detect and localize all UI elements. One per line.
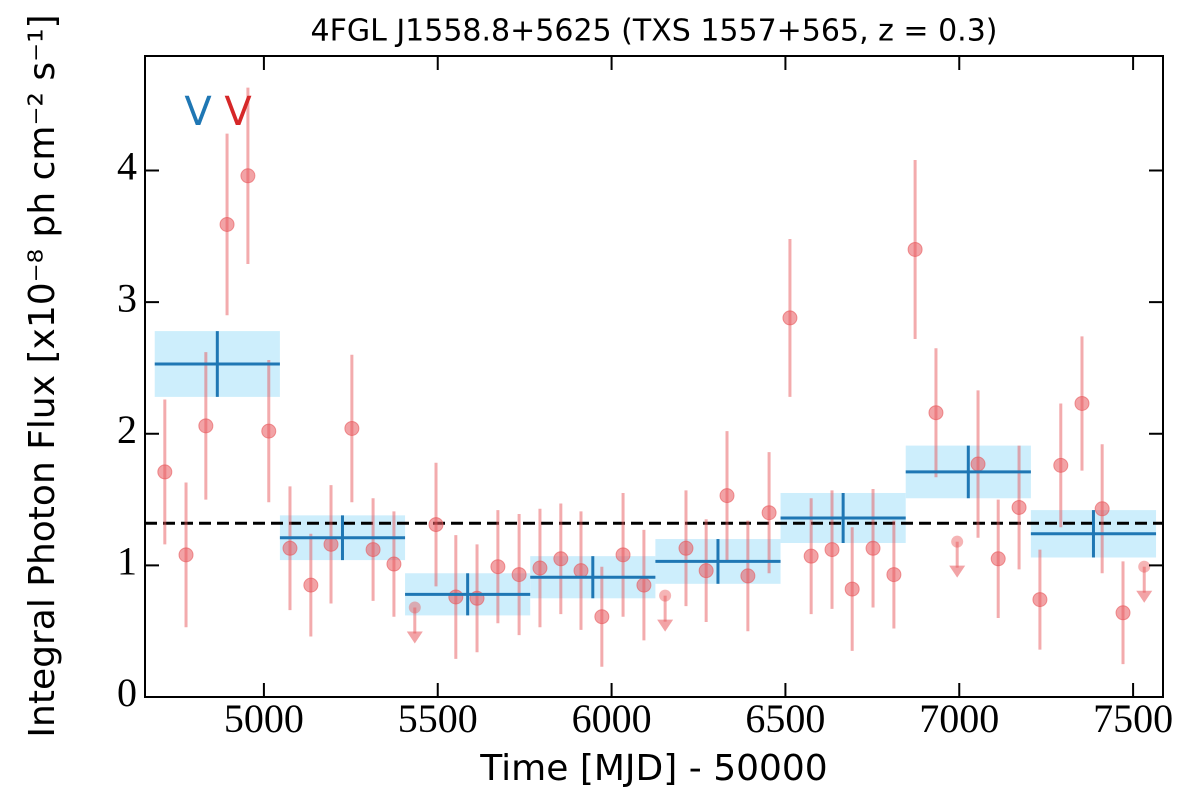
data-point (240, 168, 256, 184)
data-point (1094, 501, 1110, 517)
data-point (1011, 499, 1027, 515)
data-point (615, 547, 631, 563)
data-point (594, 609, 610, 625)
upper-limit-point (1138, 560, 1151, 573)
data-point (553, 551, 569, 567)
data-point (782, 310, 798, 326)
data-point (824, 542, 840, 558)
data-point (573, 563, 589, 579)
data-point (198, 418, 214, 434)
data-point (990, 551, 1006, 567)
data-point (636, 577, 652, 593)
data-point (490, 559, 506, 575)
data-point (219, 216, 235, 232)
data-point (678, 540, 694, 556)
data-point (740, 568, 756, 584)
upper-limit-point (408, 601, 421, 614)
x-axis-label: Time [MJD] - 50000 (479, 748, 827, 789)
data-point (907, 241, 923, 257)
upper-limit-arrow (406, 631, 423, 644)
plot-frame (144, 55, 1164, 698)
data-point (511, 567, 527, 583)
data-point (1032, 592, 1048, 608)
data-point (344, 420, 360, 436)
x-tick-label: 6000 (572, 696, 652, 741)
data-point (928, 405, 944, 421)
annotation: V (184, 89, 212, 135)
data-point (428, 517, 444, 533)
x-tick-label: 5000 (224, 696, 304, 741)
data-point (865, 540, 881, 556)
upper-limit-arrow (657, 619, 674, 632)
x-tick-label: 5500 (398, 696, 478, 741)
data-point (323, 536, 339, 552)
x-tick-label: 7000 (919, 696, 999, 741)
data-point (532, 560, 548, 576)
y-tick-label: 2 (117, 407, 137, 452)
data-point (178, 547, 194, 563)
data-point (1115, 605, 1131, 621)
upper-limit-arrow (949, 565, 966, 578)
y-tick-label: 3 (117, 275, 137, 320)
y-tick-label: 0 (117, 670, 137, 715)
data-point (970, 456, 986, 472)
upper-limit-point (659, 589, 672, 602)
data-point (719, 488, 735, 504)
data-point (282, 540, 298, 556)
data-point (303, 577, 319, 593)
y-axis-label: Integral Photon Flux [x10⁻⁸ ph cm⁻² s⁻¹] (22, 14, 63, 737)
data-point (761, 505, 777, 521)
data-point (698, 563, 714, 579)
chart-title: 4FGL J1558.8+5625 (TXS 1557+565, z = 0.3… (310, 14, 997, 49)
annotation: V (224, 89, 252, 135)
data-point (1074, 395, 1090, 411)
upper-limit-point (951, 535, 964, 548)
data-point (803, 548, 819, 564)
data-point (886, 567, 902, 583)
x-tick-label: 6500 (745, 696, 825, 741)
data-point (844, 581, 860, 597)
data-point (365, 542, 381, 558)
y-tick-label: 1 (117, 539, 137, 584)
data-point (386, 556, 402, 572)
x-tick-label: 7500 (1093, 696, 1173, 741)
data-point (448, 589, 464, 605)
data-point (261, 423, 277, 439)
y-tick-label: 4 (117, 144, 137, 189)
data-point (157, 464, 173, 480)
data-point (1053, 457, 1069, 473)
upper-limit-arrow (1136, 590, 1153, 603)
